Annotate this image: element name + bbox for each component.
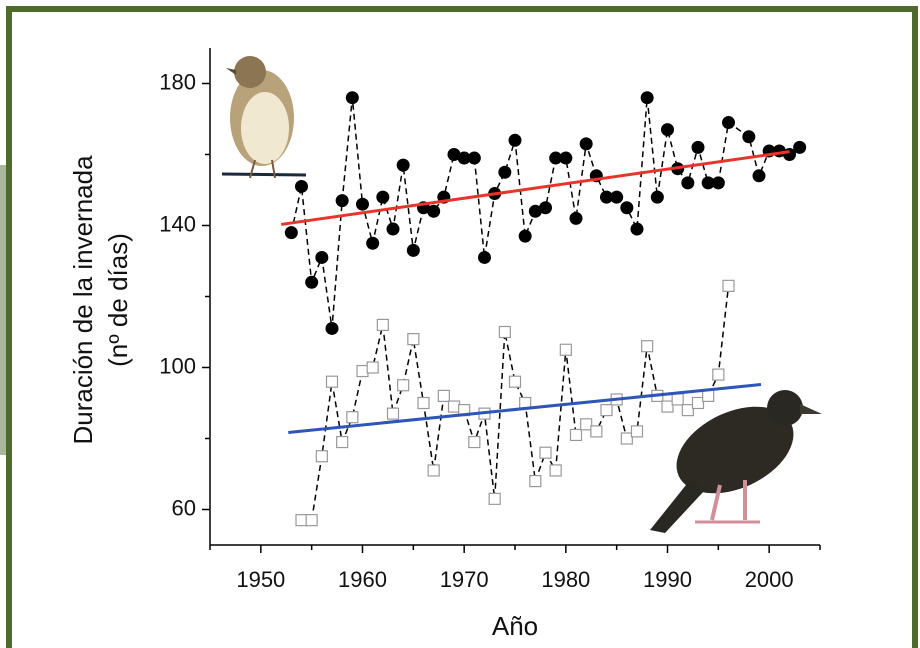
point [713, 369, 724, 380]
point [580, 137, 593, 150]
point [408, 334, 419, 345]
point [530, 476, 541, 487]
point [672, 394, 683, 405]
x-tick-label: 1990 [643, 567, 692, 592]
point [591, 426, 602, 437]
point [550, 465, 561, 476]
point [610, 191, 623, 204]
y-axis-title: Duración de la invernada [68, 155, 98, 445]
point [478, 251, 491, 264]
point [327, 376, 338, 387]
point [315, 251, 328, 264]
point [337, 437, 348, 448]
point [703, 390, 714, 401]
point [296, 515, 307, 526]
y-axis-title: (nº de días) [103, 233, 133, 367]
point [560, 344, 571, 355]
point [692, 141, 705, 154]
point [661, 123, 674, 136]
point [662, 401, 673, 412]
point [540, 447, 551, 458]
y-tick-label: 60 [172, 495, 196, 520]
point [539, 201, 552, 214]
point [499, 327, 510, 338]
point [387, 223, 400, 236]
y-tick-label: 100 [159, 353, 196, 378]
point [793, 141, 806, 154]
point [305, 276, 318, 289]
point [418, 398, 429, 409]
point [510, 376, 521, 387]
point [509, 134, 522, 147]
point [682, 405, 693, 416]
point [570, 212, 583, 225]
point [366, 237, 379, 250]
point [581, 419, 592, 430]
point [712, 176, 725, 189]
point [438, 390, 449, 401]
point [295, 180, 308, 193]
point [469, 437, 480, 448]
point [356, 198, 369, 211]
x-tick-label: 1960 [338, 567, 387, 592]
point [742, 130, 755, 143]
point [285, 226, 298, 239]
point [489, 493, 500, 504]
point [306, 515, 317, 526]
point [651, 191, 664, 204]
point [427, 205, 440, 218]
point [407, 244, 420, 257]
point [397, 159, 410, 172]
point [336, 194, 349, 207]
chart: Duración de la invernada (nº de días) Añ… [0, 0, 920, 648]
point [753, 169, 766, 182]
point [347, 412, 358, 423]
point [601, 405, 612, 416]
point [377, 319, 388, 330]
point [632, 426, 643, 437]
point [722, 116, 735, 129]
point [449, 401, 460, 412]
point [398, 380, 409, 391]
point [498, 166, 511, 179]
x-tick-label: 1980 [541, 567, 590, 592]
point [357, 366, 368, 377]
x-axis-title: Año [492, 611, 538, 641]
point [428, 465, 439, 476]
y-tick-label: 140 [159, 211, 196, 236]
point [316, 451, 327, 462]
point [388, 408, 399, 419]
x-tick-label: 1970 [440, 567, 489, 592]
point [376, 191, 389, 204]
point [641, 91, 654, 104]
point [631, 223, 644, 236]
point [620, 201, 633, 214]
x-tick-label: 2000 [745, 567, 794, 592]
point [642, 341, 653, 352]
point [367, 362, 378, 373]
point [519, 230, 532, 243]
point [571, 429, 582, 440]
point [559, 152, 572, 165]
y-tick-label: 180 [159, 69, 196, 94]
point [621, 433, 632, 444]
point [723, 280, 734, 291]
point [681, 176, 694, 189]
x-tick-label: 1950 [236, 567, 285, 592]
point [468, 152, 481, 165]
background [0, 0, 920, 648]
point [693, 398, 704, 409]
point [326, 322, 339, 335]
point [346, 91, 359, 104]
